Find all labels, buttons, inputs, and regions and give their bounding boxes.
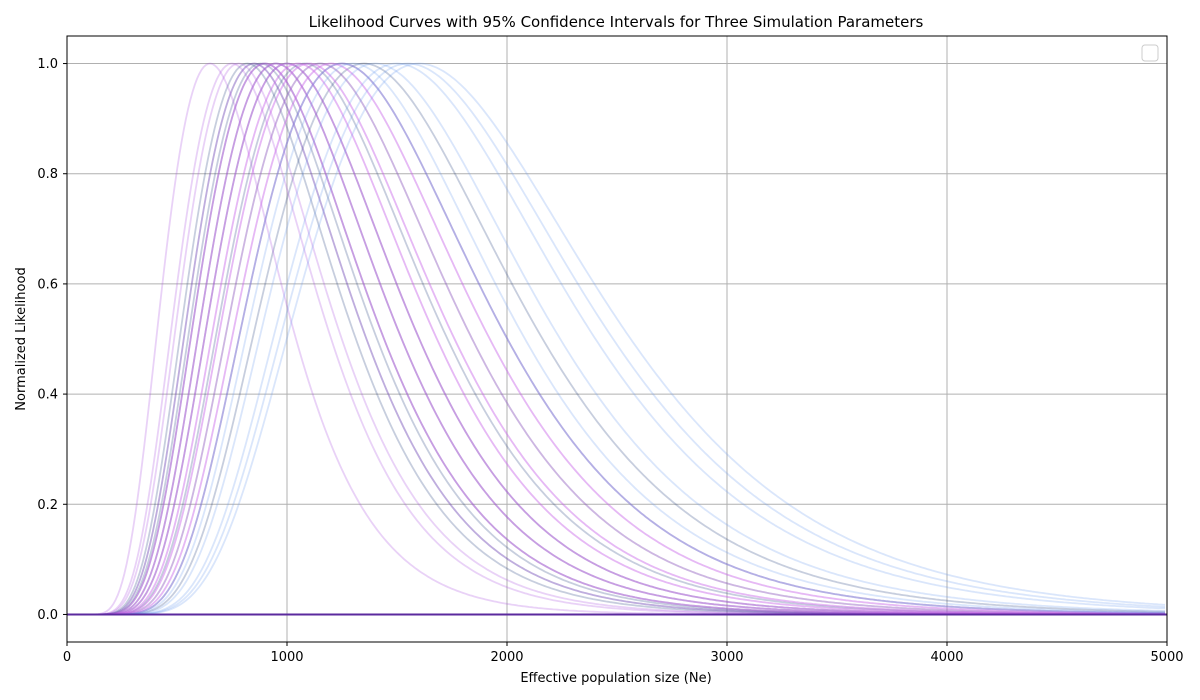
x-tick-label: 3000 xyxy=(710,650,743,665)
y-tick-label: 0.6 xyxy=(37,277,58,292)
likelihood-curve xyxy=(67,62,1165,616)
likelihood-curve xyxy=(67,62,1165,616)
x-tick-label: 1000 xyxy=(270,650,303,665)
x-axis-label: Effective population size (Ne) xyxy=(520,671,711,686)
y-tick-label: 0.4 xyxy=(37,388,58,403)
y-axis-label: Normalized Likelihood xyxy=(14,267,29,410)
y-tick-label: 1.0 xyxy=(37,57,58,72)
x-tick-label: 5000 xyxy=(1150,650,1183,665)
likelihood-curve xyxy=(67,62,1165,616)
likelihood-curve xyxy=(67,62,1165,616)
likelihood-curve xyxy=(67,62,1165,616)
likelihood-curve xyxy=(67,62,1166,616)
likelihood-curve xyxy=(67,62,1165,616)
likelihood-curve xyxy=(67,62,1165,616)
curves xyxy=(67,62,1167,616)
likelihood-curve xyxy=(67,62,1165,616)
likelihood-curve xyxy=(67,62,1165,616)
chart-title: Likelihood Curves with 95% Confidence In… xyxy=(309,13,924,31)
x-tick-label: 0 xyxy=(63,650,71,665)
likelihood-curve xyxy=(67,62,1165,616)
likelihood-curve xyxy=(67,62,1166,616)
likelihood-curve xyxy=(67,62,1165,616)
y-tick-label: 0.2 xyxy=(37,498,58,513)
legend-box xyxy=(1141,44,1159,62)
likelihood-curve xyxy=(67,62,1165,616)
likelihood-curve xyxy=(67,62,1165,616)
y-tick-label: 0.0 xyxy=(37,608,58,623)
likelihood-curve xyxy=(67,62,1165,616)
y-ticks: 0.0 0.2 0.4 0.6 0.8 1.0 xyxy=(37,57,67,623)
likelihood-curve xyxy=(67,62,1165,616)
x-tick-label: 4000 xyxy=(930,650,963,665)
y-tick-label: 0.8 xyxy=(37,167,58,182)
plot-frame xyxy=(66,35,1168,643)
x-tick-label: 2000 xyxy=(490,650,523,665)
likelihood-curve xyxy=(67,62,1166,616)
x-ticks: 0 1000 2000 3000 4000 5000 xyxy=(63,642,1184,665)
